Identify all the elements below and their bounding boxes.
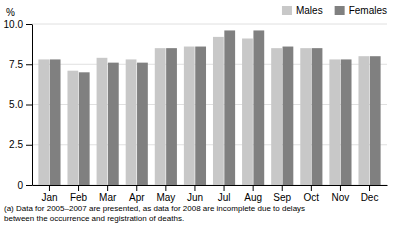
tick-mark [282,185,283,191]
grid-line [32,24,387,25]
tick: Feb [70,185,88,203]
tick-label: Dec [361,192,379,203]
tick: Jul [218,185,231,203]
tick: Sep [273,185,291,203]
bar [166,48,177,185]
bar [271,48,282,185]
legend-swatch [335,6,345,15]
tick-mark [26,105,32,106]
tick: Nov [332,185,350,203]
bar [155,48,166,185]
tick-mark [165,185,166,191]
bar [67,71,78,185]
bar [242,38,253,185]
tick: May [156,185,175,203]
tick-mark [224,185,225,191]
bar [108,63,119,185]
bar [300,48,311,185]
y-axis-label: % [6,7,15,18]
tick-mark [26,64,32,65]
tick: 0 [17,180,32,191]
bar [224,30,235,185]
axis-line [33,185,388,186]
chart: 0 2.5 5.0 7.5 10.0 Jan Feb Mar Apr May Jun Jul Aug Se… [0,0,397,227]
tick: Aug [244,185,262,203]
y-axis: 0 2.5 5.0 7.5 10.0 [4,19,33,191]
legend-label: Females [349,5,387,16]
bar [126,59,137,185]
tick: Jan [41,185,57,203]
tick-label: Apr [129,192,145,203]
tick: Apr [129,185,145,203]
legend-label: Males [296,5,323,16]
tick-mark [136,185,137,191]
tick-mark [253,185,254,191]
tick: Jun [187,185,203,203]
bar [341,59,352,185]
bar [137,63,148,185]
tick-label: Mar [99,192,117,203]
tick-mark [311,185,312,191]
tick-mark [26,145,32,146]
tick: Mar [99,185,117,203]
legend-swatch [282,6,292,15]
bar [283,47,294,185]
tick-label: Jun [187,192,203,203]
tick-label: Jul [218,192,231,203]
bar [184,47,195,185]
bar [50,59,61,185]
footnote: (a) Data for 2005–2007 are presented, as… [4,204,305,213]
tick-label: Oct [304,192,320,203]
tick-mark [49,185,50,191]
bar [97,58,108,185]
x-axis: Jan Feb Mar Apr May Jun Jul Aug Sep Oct Nov Dec [33,185,388,203]
bars [38,30,380,185]
tick-mark [369,185,370,191]
bar [312,48,323,185]
tick-label: 2.5 [9,139,23,150]
bar [358,56,369,185]
tick-label: 0 [17,180,23,191]
tick: 5.0 [9,99,32,110]
tick-label: 5.0 [9,99,23,110]
tick-mark [107,185,108,191]
legend: Males Females [282,5,387,16]
tick-label: May [156,192,175,203]
tick-label: Sep [273,192,291,203]
plot-area: 0 2.5 5.0 7.5 10.0 Jan Feb Mar Apr May Jun Jul Aug Se… [4,19,388,203]
tick: Dec [361,185,379,203]
bar [329,59,340,185]
tick-label: Aug [244,192,262,203]
tick: Oct [304,185,320,203]
chart-container: 0 2.5 5.0 7.5 10.0 Jan Feb Mar Apr May Jun Jul Aug Se… [0,0,397,227]
axis-line [32,25,33,186]
tick: 7.5 [9,59,32,70]
tick-label: 10.0 [4,19,24,30]
bar [38,59,49,185]
tick: 10.0 [4,19,32,30]
tick-label: 7.5 [9,59,23,70]
bar [195,47,206,185]
bar [370,56,381,185]
tick-label: Jan [41,192,57,203]
tick-mark [78,185,79,191]
tick-mark [340,185,341,191]
bar [253,30,264,185]
tick-mark [26,24,32,25]
tick-mark [26,185,32,186]
legend-item: Females [335,5,387,16]
tick: 2.5 [9,139,32,150]
footnote: between the occurrence and registration … [4,214,184,223]
bar [79,72,90,185]
tick-mark [194,185,195,191]
tick-label: Nov [332,192,350,203]
grid [32,24,387,185]
legend-item: Males [282,5,323,16]
tick-label: Feb [70,192,88,203]
bar [213,37,224,185]
